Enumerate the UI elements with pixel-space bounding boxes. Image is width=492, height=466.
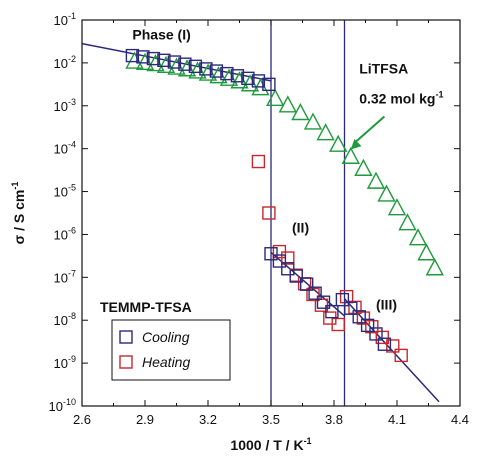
y-axis-title: σ / S cm-1 (10, 182, 27, 245)
cooling-point (281, 262, 295, 276)
y-tick-label: 10-7 (54, 268, 76, 285)
cooling-point (369, 327, 383, 341)
heating-point (281, 251, 295, 265)
cooling-point (325, 304, 339, 319)
y-tick-label: 10-6 (54, 225, 76, 242)
y-tick-label: 10-8 (54, 311, 76, 328)
x-tick-label: 4.1 (388, 412, 406, 427)
heating-point (386, 339, 400, 353)
cooling-point (264, 247, 278, 261)
heating-point (356, 311, 371, 325)
y-tick-label: 10-1 (54, 11, 76, 28)
cooling-point (167, 55, 182, 69)
legend-heating-marker (119, 355, 133, 369)
litfsa-point (341, 146, 360, 164)
cooling-point (335, 292, 350, 307)
heating-point (348, 300, 362, 315)
litfsa-label: LiTFSA (359, 61, 408, 77)
legend-cooling-marker (119, 330, 133, 344)
y-tick-label: 10-9 (54, 354, 76, 371)
heating-point (394, 348, 408, 363)
heating-point (262, 206, 276, 220)
cooling-point (308, 286, 322, 300)
cooling-point (220, 66, 234, 81)
cooling-point (344, 301, 358, 315)
litfsa-point (329, 134, 348, 152)
phase-iii-label: (III) (376, 297, 397, 313)
litfsa-point (408, 228, 428, 246)
litfsa-arrow (353, 115, 386, 145)
x-tick-label: 2.6 (73, 412, 91, 427)
cooling-point (251, 74, 266, 88)
litfsa-point (377, 184, 396, 202)
litfsa-point (316, 123, 335, 141)
legend-cooling-label: Cooling (142, 329, 190, 345)
data-markers (125, 48, 444, 363)
litfsa-point (303, 112, 323, 130)
cooling-point (199, 62, 213, 76)
cooling-point (352, 310, 366, 324)
heating-point (365, 319, 379, 334)
legend-title: TEMMP-TFSA (100, 299, 192, 315)
cooling-point (300, 277, 314, 291)
litfsa-point (291, 103, 310, 121)
x-tick-label: 3.2 (199, 412, 217, 427)
litfsa-point (398, 213, 417, 231)
cooling-point (272, 254, 287, 268)
phase-boundaries (270, 20, 346, 406)
litfsa-arrowhead (350, 138, 362, 150)
litfsa-point (266, 88, 285, 107)
x-tick-label: 3.8 (325, 412, 343, 427)
x-tick-label: 4.4 (451, 412, 469, 427)
phase-ii-label: (II) (292, 219, 309, 235)
legend: TEMMP-TFSA Cooling Heating (100, 299, 231, 381)
cooling-point (360, 318, 375, 333)
cooling-point (188, 59, 203, 74)
x-tick-label: 2.9 (136, 412, 154, 427)
phase-i-label: Phase (I) (132, 26, 190, 42)
litfsa-concentration-label: 0.32 mol kg-1 (359, 90, 443, 107)
cooling-point (146, 51, 161, 66)
cooling-point (241, 71, 255, 86)
y-tick-label: 10-3 (54, 97, 76, 114)
y-tick-label: 10-5 (54, 183, 76, 200)
litfsa-point (354, 158, 373, 176)
x-axis-title: 1000 / T / K-1 (230, 436, 311, 453)
cooling-point (178, 57, 192, 71)
cooling-point (230, 69, 245, 83)
y-tick-label: 10-2 (54, 54, 76, 71)
cooling-point (377, 337, 392, 351)
fit-line (81, 42, 272, 82)
cooling-point (262, 77, 276, 92)
legend-heating-label: Heating (142, 354, 190, 370)
heating-point (331, 317, 345, 332)
cooling-point (289, 269, 303, 283)
cooling-point (316, 295, 331, 309)
cooling-point (125, 48, 140, 63)
fit-line (343, 298, 440, 403)
x-tick-label: 3.5 (262, 412, 280, 427)
axis-ticks: 2.6 2.9 3.2 3.5 3.8 4.1 4.4 10-10 10-9 10-8 10-7 10… (49, 11, 470, 427)
cooling-point (136, 50, 150, 64)
litfsa-point (278, 95, 297, 113)
y-tick-label: 10-10 (49, 397, 76, 414)
litfsa-point (366, 171, 386, 189)
cooling-point (209, 64, 224, 78)
cooling-point (157, 53, 171, 68)
litfsa-point (417, 243, 436, 261)
legend-box (111, 319, 231, 381)
y-tick-label: 10-4 (54, 140, 76, 157)
heating-point (251, 154, 266, 169)
litfsa-point (425, 258, 444, 276)
litfsa-point (387, 198, 407, 216)
